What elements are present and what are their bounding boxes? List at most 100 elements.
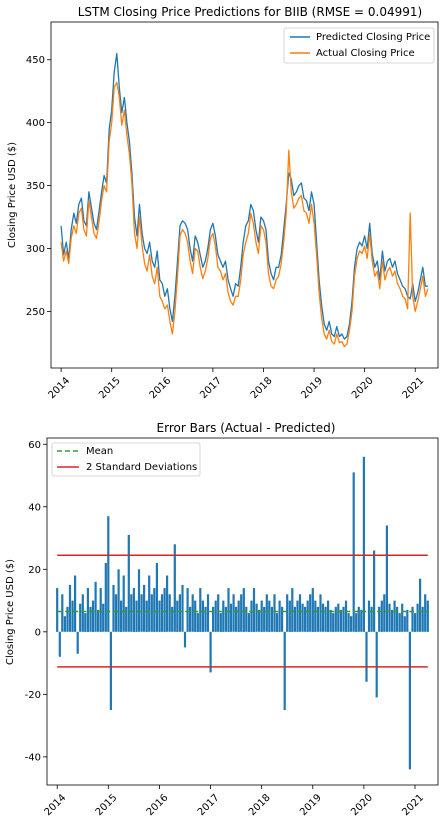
error-bar xyxy=(125,606,128,632)
error-bar xyxy=(150,594,153,632)
error-bar xyxy=(168,594,171,632)
error-bar xyxy=(393,600,396,632)
error-bar xyxy=(347,613,350,632)
error-bar xyxy=(350,616,353,632)
error-bar xyxy=(68,584,72,632)
error-bar xyxy=(283,631,286,710)
error-bar xyxy=(401,603,404,632)
error-bar xyxy=(252,588,256,632)
error-bar xyxy=(375,631,378,698)
error-bar xyxy=(145,600,148,632)
error-bar xyxy=(373,550,376,632)
error-bar xyxy=(240,594,243,632)
error-bar xyxy=(296,600,299,632)
x-tick-label: 2016 xyxy=(148,375,174,401)
error-bar xyxy=(178,594,181,632)
y-tick-label: 450 xyxy=(26,55,45,66)
x-ticks: 2014 2015 2016 2017 2018 2019 2020 2021 xyxy=(43,785,426,818)
error-bar xyxy=(321,603,325,632)
error-bar xyxy=(416,603,419,632)
x-tick-label: 2014 xyxy=(43,792,69,818)
error-bar xyxy=(344,600,348,632)
error-bar xyxy=(293,606,296,632)
error-bar xyxy=(396,606,399,632)
error-bar xyxy=(319,594,322,632)
error-bar xyxy=(222,600,225,632)
error-bar xyxy=(107,516,110,632)
error-bar xyxy=(421,606,424,632)
error-bar xyxy=(286,594,289,632)
axes-frame xyxy=(46,437,439,786)
error-bar xyxy=(104,563,107,632)
error-bar xyxy=(309,594,312,632)
x-tick-label: 2015 xyxy=(94,792,120,818)
error-bar xyxy=(311,588,314,632)
error-bar xyxy=(413,613,417,632)
error-bar xyxy=(212,606,215,632)
error-bar xyxy=(383,594,386,632)
error-bar xyxy=(122,575,125,632)
error-bar xyxy=(245,606,248,632)
error-bar xyxy=(166,575,169,632)
error-chart: Error Bars (Actual - Predicted) -40 -20 0 2… xyxy=(5,421,439,818)
error-bar xyxy=(291,588,294,632)
legend-label-actual: Actual Closing Price xyxy=(316,48,415,59)
error-bar xyxy=(334,606,337,632)
y-tick-label: 60 xyxy=(28,440,41,451)
error-bar xyxy=(357,606,360,632)
y-axis-label: Closing Price USD ($) xyxy=(7,142,18,248)
x-tick-label: 2018 xyxy=(247,792,273,818)
error-bar xyxy=(385,525,388,632)
error-bar xyxy=(275,613,279,632)
error-bar xyxy=(186,588,189,632)
error-bar xyxy=(181,584,184,632)
x-tick-label: 2021 xyxy=(400,792,426,818)
error-bar xyxy=(79,603,82,632)
error-bar xyxy=(86,588,89,632)
legend-box xyxy=(51,442,201,477)
error-bar xyxy=(91,600,95,632)
x-tick-label: 2019 xyxy=(298,792,324,818)
error-bar xyxy=(250,600,253,632)
error-bar xyxy=(97,609,100,632)
error-bar xyxy=(332,613,335,632)
error-bar xyxy=(71,600,74,632)
error-bar xyxy=(403,616,406,632)
y-ticks: -40 -20 0 20 40 60 xyxy=(25,440,47,763)
error-bar xyxy=(337,603,340,632)
error-bar xyxy=(204,606,207,632)
error-bar xyxy=(132,588,135,632)
error-bar xyxy=(426,600,429,632)
error-bar xyxy=(61,594,64,632)
error-bar xyxy=(362,456,365,632)
error-bar xyxy=(281,606,284,632)
error-bar xyxy=(140,594,143,632)
error-bar xyxy=(112,584,115,632)
error-bar xyxy=(183,631,187,648)
plot-area xyxy=(56,456,429,770)
error-bar xyxy=(306,600,309,632)
error-bar xyxy=(214,600,217,632)
error-bar xyxy=(314,600,317,632)
error-bar xyxy=(155,563,158,632)
error-bar xyxy=(232,594,235,632)
x-tick-label: 2018 xyxy=(249,375,275,401)
error-bar xyxy=(258,609,261,632)
error-bar xyxy=(56,588,59,632)
error-bar xyxy=(370,606,373,632)
error-bar xyxy=(189,606,192,632)
error-bar xyxy=(109,631,112,710)
y-tick-label: 350 xyxy=(26,181,45,192)
error-bar xyxy=(316,606,319,632)
error-bar xyxy=(339,609,342,632)
error-bar xyxy=(176,600,179,632)
error-bar xyxy=(81,594,84,632)
error-bar xyxy=(117,569,120,632)
error-bar xyxy=(227,588,230,632)
legend: Predicted Closing Price Actual Closing P… xyxy=(283,27,435,64)
legend-label-mean: Mean xyxy=(86,446,113,457)
series-line-predicted xyxy=(60,52,428,340)
y-tick-label: 40 xyxy=(28,502,41,513)
x-tick-label: 2020 xyxy=(350,375,376,401)
